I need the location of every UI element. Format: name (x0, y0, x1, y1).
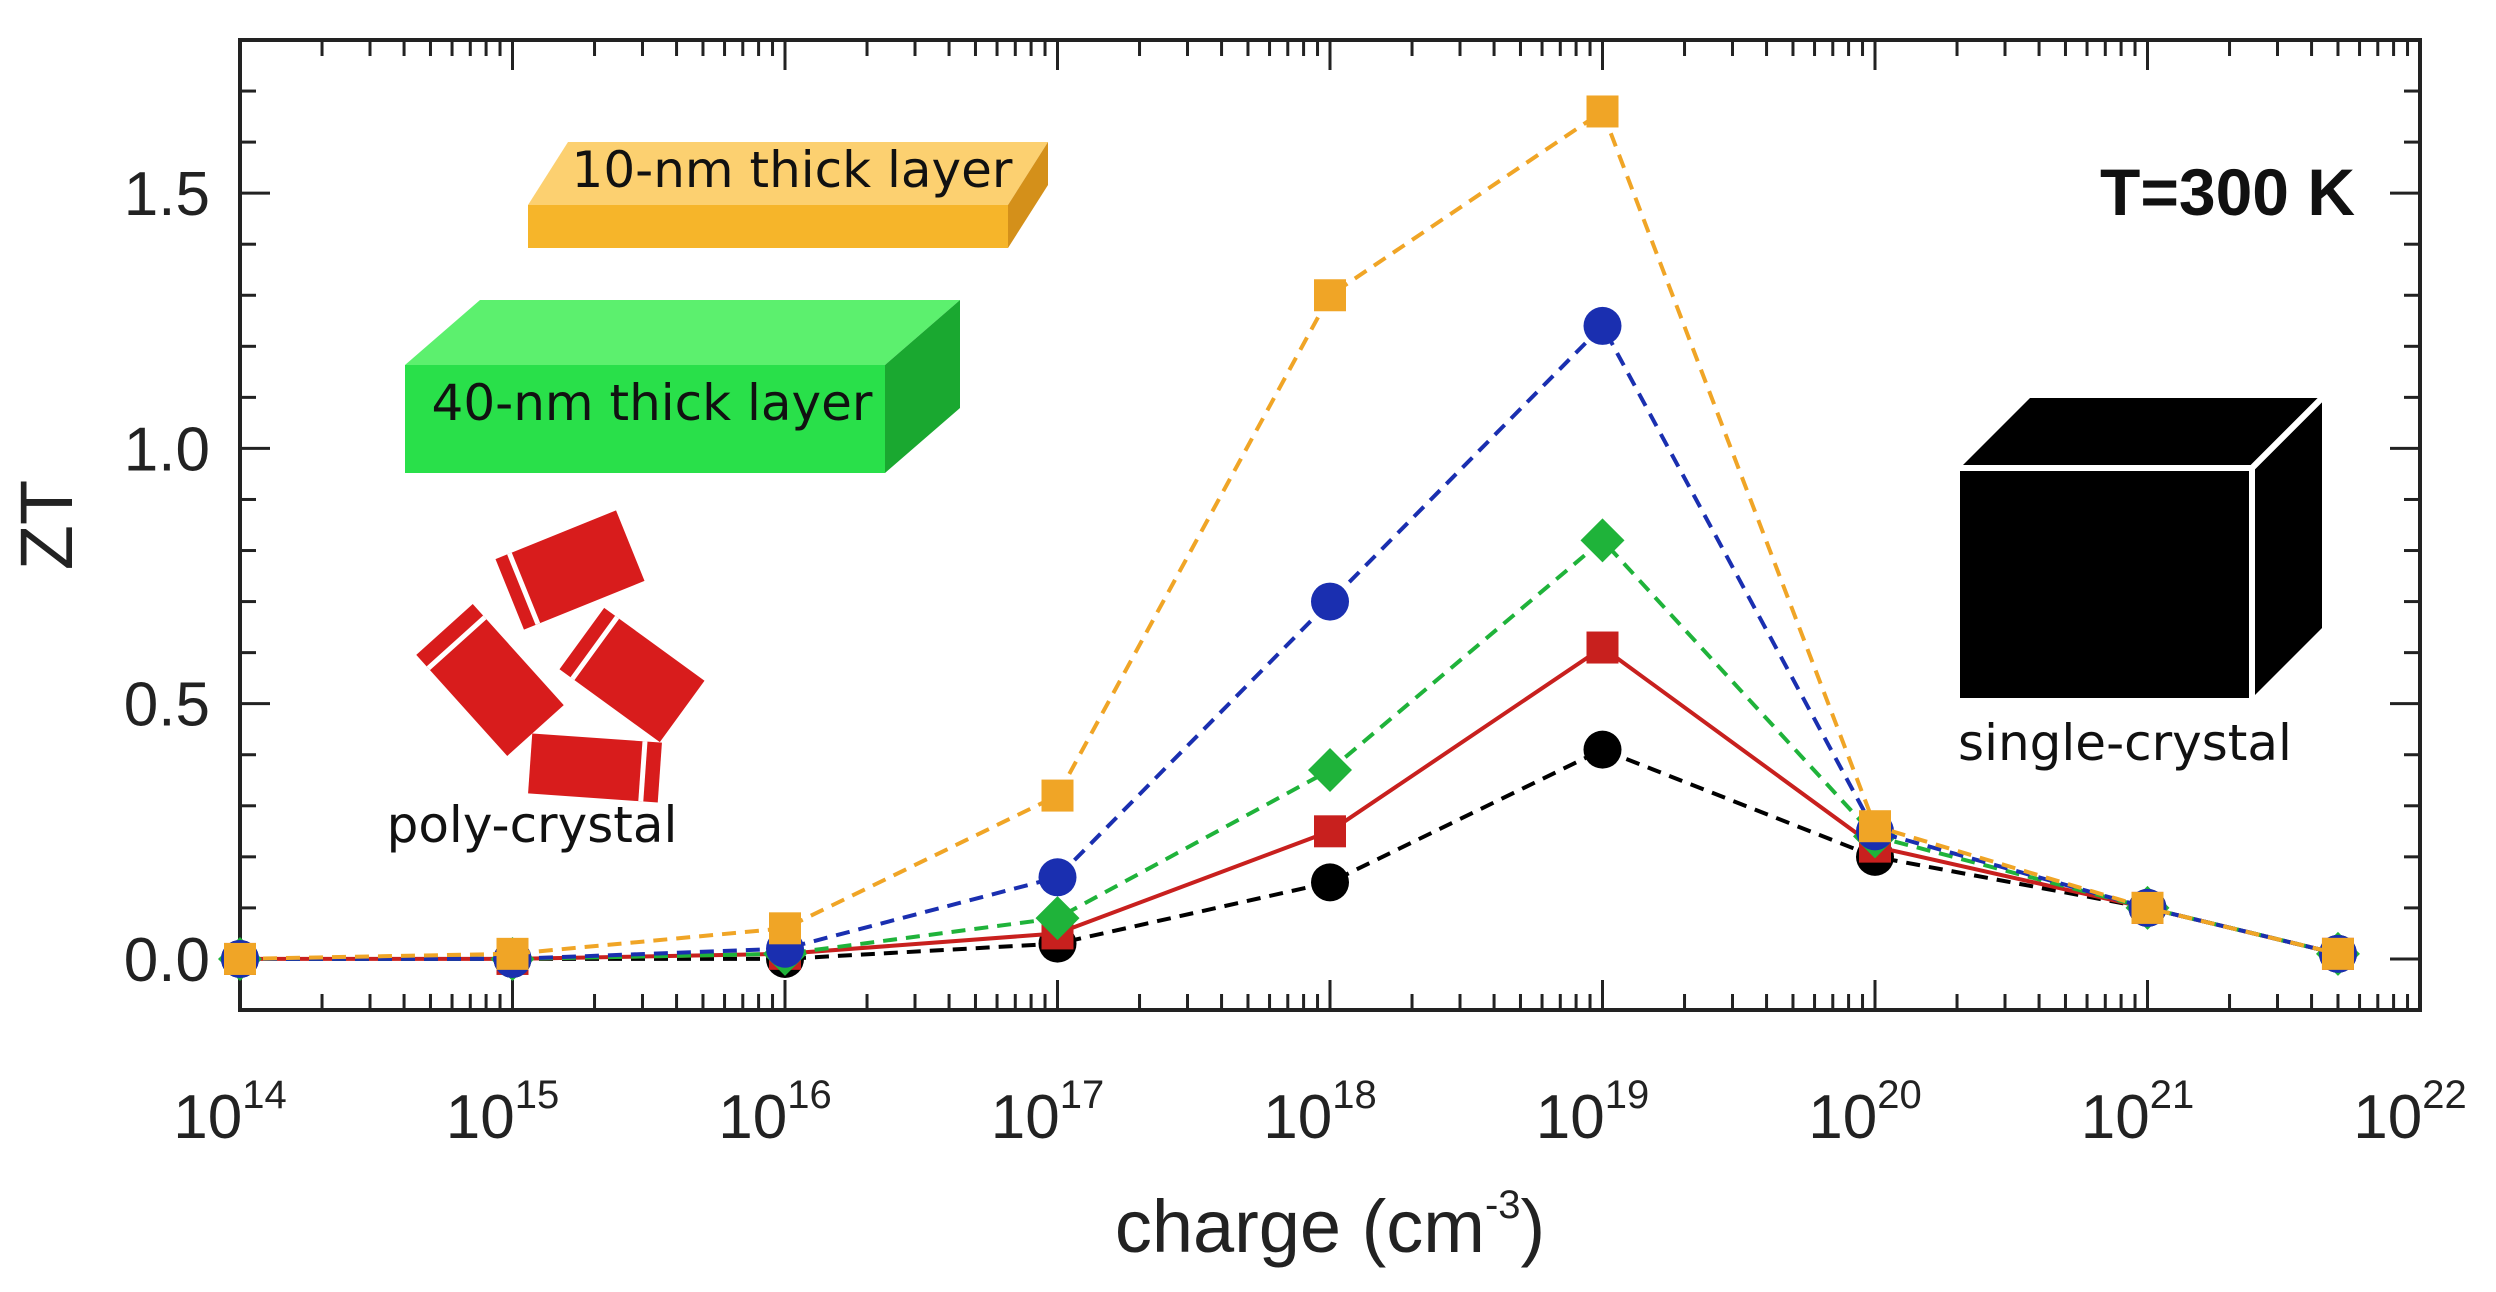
poly-grain-2-edge (426, 615, 487, 671)
x-tick-label-exp: 16 (787, 1073, 832, 1117)
series-4-point-4 (1314, 279, 1346, 312)
series-4-point-3 (1041, 779, 1074, 812)
poly-grain-1-edge (507, 552, 541, 625)
x-tick-label-exp: 18 (1332, 1073, 1377, 1117)
series-4-point-8 (2321, 937, 2354, 970)
series-4-point-2 (769, 912, 801, 945)
single-crystal-label: single-crystal (1958, 714, 2292, 772)
single-crystal-edge-diag (2249, 395, 2325, 471)
poly-crystal-illustration: poly-crystal (387, 510, 705, 854)
poly-grain-3 (559, 607, 705, 743)
layer-10nm-side (1008, 142, 1048, 248)
x-tick-label-4: 1018 (1263, 1073, 1376, 1152)
series-4-point-7 (2131, 891, 2164, 924)
x-tick-label-exp: 19 (1605, 1073, 1650, 1117)
x-tick-label-6: 1020 (1808, 1073, 1921, 1152)
series-4 (224, 95, 2354, 975)
layer-10nm-front (528, 205, 1008, 248)
single-crystal-illustration: single-crystal (1958, 395, 2325, 772)
poly-grain-2 (416, 604, 564, 756)
x-tick-label-exp: 15 (515, 1073, 560, 1117)
x-tick-label-exp: 22 (2422, 1073, 2467, 1117)
series-4-line (239, 108, 2339, 961)
layer-40nm-top (405, 300, 960, 365)
x-axis-title-exp: -3 (1485, 1183, 1521, 1227)
x-tick-label-base: 10 (2081, 1083, 2150, 1152)
x-tick-label-base: 10 (991, 1083, 1060, 1152)
series-2-point-5 (1580, 518, 1625, 563)
series-4-point-1 (496, 937, 529, 970)
single-crystal-side (2252, 398, 2322, 698)
y-tick-label-3: 1.5 (124, 160, 210, 229)
data-series (218, 95, 2360, 981)
x-tick-label-base: 10 (1808, 1083, 1877, 1152)
x-tick-label-base: 10 (2353, 1083, 2422, 1152)
x-tick-label-8: 1022 (2353, 1073, 2466, 1152)
series-1-point-4 (1314, 815, 1346, 848)
temperature-label: T=300 K (2100, 155, 2355, 229)
layer-40nm-label: 40-nm thick layer (432, 374, 873, 432)
layer-40nm-illustration: 40-nm thick layer (405, 300, 960, 473)
x-tick-label-1: 1015 (446, 1073, 559, 1152)
layer-10nm-illustration: 10-nm thick layer (528, 141, 1048, 248)
series-4-point-0 (224, 942, 256, 975)
series-2-point-3 (1035, 896, 1080, 941)
series-3-point-3 (1038, 858, 1077, 897)
series-1-point-5 (1586, 631, 1619, 664)
y-tick-labels: 0.0 0.5 1.0 1.5 (124, 160, 210, 995)
x-tick-label-exp: 17 (1060, 1073, 1105, 1117)
poly-grain-1 (495, 510, 645, 630)
y-tick-label-0: 0.0 (124, 926, 210, 995)
y-axis-title: ZT (5, 480, 88, 570)
single-crystal-top (1960, 398, 2322, 468)
series-0-point-4 (1311, 863, 1349, 902)
x-tick-label-exp: 21 (2150, 1073, 2195, 1117)
x-tick-label-3: 1017 (991, 1073, 1104, 1152)
series-3-point-5 (1583, 306, 1622, 345)
x-tick-label-5: 1019 (1536, 1073, 1649, 1152)
series-3-point-4 (1311, 582, 1349, 621)
poly-grain-3-edge (570, 615, 620, 681)
x-tick-labels: 1014 1015 1016 1017 1018 1019 1020 1021 1022 (173, 1073, 2466, 1152)
y-tick-label-2: 1.0 (124, 415, 210, 484)
layer-40nm-side (885, 300, 960, 473)
x-tick-label-7: 1021 (2081, 1073, 2194, 1152)
x-tick-label-base: 10 (718, 1083, 787, 1152)
series-4-point-6 (1859, 810, 1891, 843)
x-tick-label-base: 10 (1263, 1083, 1332, 1152)
layer-10nm-top (528, 142, 1048, 205)
x-axis-title-suffix: ) (1521, 1185, 1546, 1268)
layer-40nm-front (405, 365, 885, 473)
x-tick-label-2: 1016 (718, 1073, 831, 1152)
poly-grain-4-edge (638, 741, 648, 802)
series-4-point-5 (1586, 95, 1619, 128)
series-0-point-5 (1583, 730, 1622, 769)
x-tick-label-base: 10 (1536, 1083, 1605, 1152)
single-crystal-front (1960, 468, 2252, 698)
x-tick-label-0: 1014 (173, 1073, 286, 1152)
poly-crystal-label: poly-crystal (387, 796, 678, 854)
x-tick-label-exp: 20 (1877, 1073, 1922, 1117)
poly-grain-4 (528, 733, 662, 803)
axis-ticks (238, 40, 2420, 1010)
x-tick-label-base: 10 (446, 1083, 515, 1152)
y-tick-label-1: 0.5 (124, 671, 210, 740)
x-tick-label-exp: 14 (242, 1073, 287, 1117)
series-2-point-4 (1308, 748, 1352, 793)
x-axis-title-text: charge (cm (1115, 1185, 1485, 1268)
x-axis-title: charge (cm-3) (1115, 1183, 1545, 1268)
x-tick-label-base: 10 (173, 1083, 242, 1152)
layer-10nm-label: 10-nm thick layer (572, 141, 1013, 199)
